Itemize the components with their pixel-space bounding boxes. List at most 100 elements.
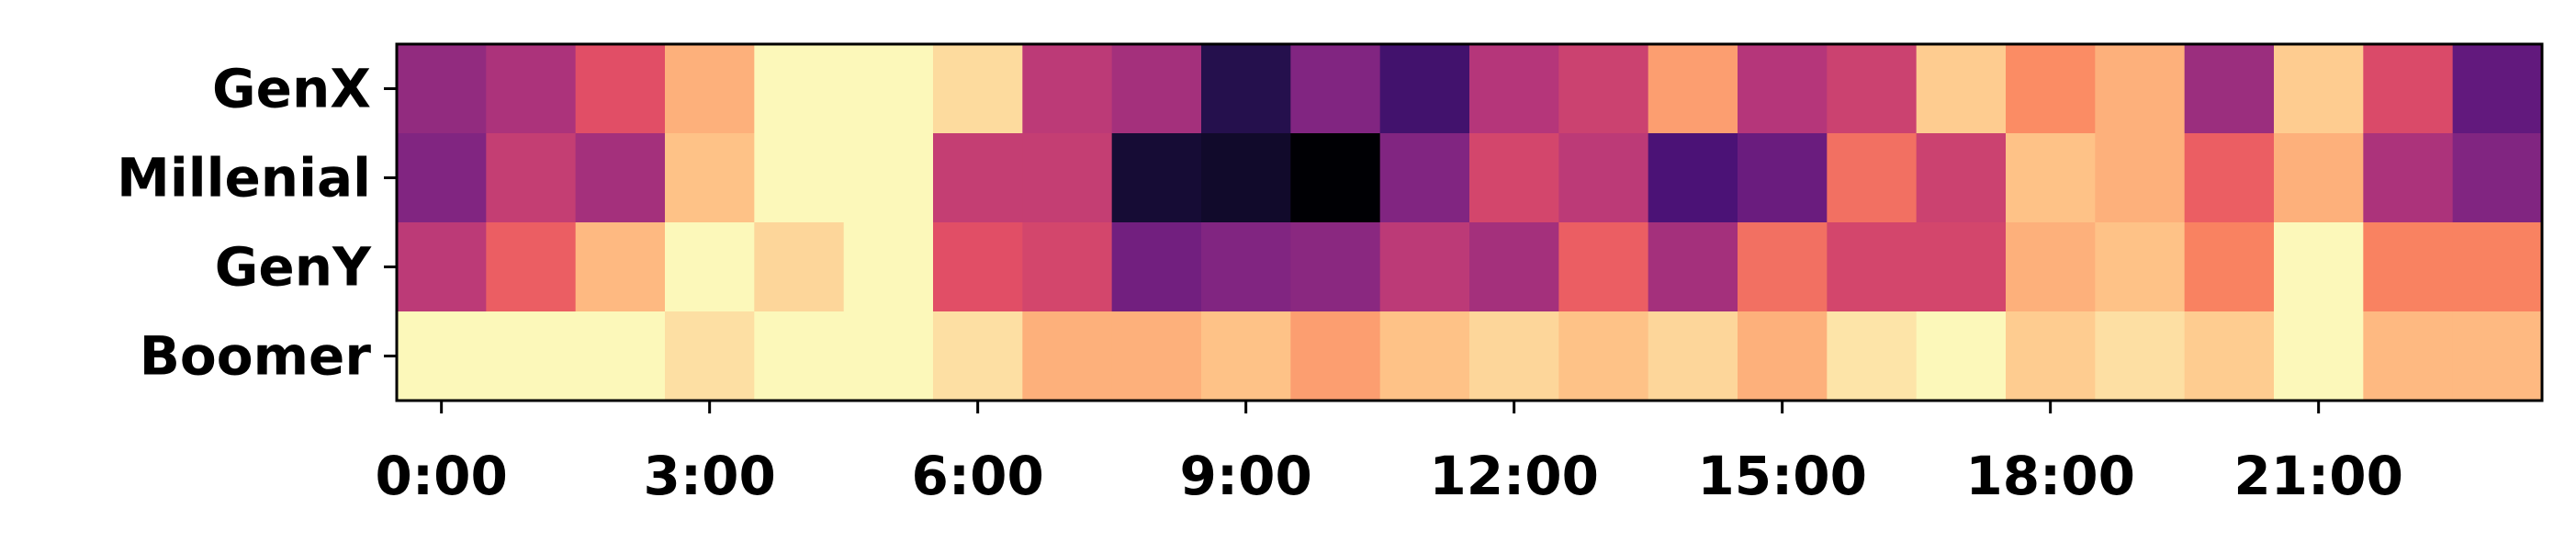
heatmap-cell xyxy=(1738,44,1828,134)
heatmap-cell xyxy=(754,222,845,312)
heatmap-cell xyxy=(1648,222,1738,312)
heatmap-cell xyxy=(1022,222,1113,312)
heatmap-cell xyxy=(2095,133,2186,223)
heatmap-cell xyxy=(1738,311,1828,401)
heatmap-cell xyxy=(1379,44,1470,134)
heatmap-cell xyxy=(1558,222,1649,312)
x-tick-label: 9:00 xyxy=(1180,445,1312,507)
heatmap-cell xyxy=(754,133,845,223)
heatmap-cell xyxy=(1648,44,1738,134)
heatmap-cell xyxy=(2006,311,2096,401)
heatmap-cell xyxy=(2184,222,2275,312)
heatmap-cell xyxy=(397,44,487,134)
heatmap-cell xyxy=(1469,311,1559,401)
heatmap-cell xyxy=(575,311,666,401)
heatmap-cell xyxy=(1290,133,1381,223)
heatmap-cell xyxy=(575,133,666,223)
x-tick-label: 15:00 xyxy=(1697,445,1867,507)
x-tick-label: 3:00 xyxy=(644,445,776,507)
x-tick-label: 0:00 xyxy=(376,445,508,507)
heatmap-cell xyxy=(1111,311,1202,401)
heatmap-cell xyxy=(1022,44,1113,134)
heatmap-cell xyxy=(843,311,934,401)
heatmap-cell xyxy=(1469,44,1559,134)
heatmap-cell xyxy=(1738,133,1828,223)
heatmap-cell xyxy=(1201,311,1291,401)
heatmap-cell xyxy=(1827,44,1918,134)
heatmap-cell xyxy=(1648,311,1738,401)
heatmap-cell xyxy=(397,133,487,223)
heatmap-cell xyxy=(2452,133,2543,223)
heatmap-cell xyxy=(1558,44,1649,134)
heatmap-cell xyxy=(1916,44,2007,134)
heatmap-cell xyxy=(665,311,755,401)
heatmap-cell xyxy=(2363,44,2454,134)
heatmap-cell xyxy=(1827,133,1918,223)
heatmap-cell xyxy=(486,222,577,312)
heatmap-cell xyxy=(486,311,577,401)
heatmap-cell xyxy=(2452,44,2543,134)
y-tick-label: GenX xyxy=(212,58,371,120)
heatmap-cell xyxy=(2452,311,2543,401)
heatmap-cell xyxy=(1111,133,1202,223)
y-axis: GenX Millenial GenY Boomer xyxy=(117,58,397,388)
heatmap-cell xyxy=(843,44,934,134)
heatmap-cell xyxy=(1379,222,1470,312)
heatmap-cell xyxy=(1379,311,1470,401)
heatmap-cell xyxy=(2363,311,2454,401)
heatmap-cell xyxy=(1290,311,1381,401)
heatmap-cell xyxy=(575,44,666,134)
heatmap-cell xyxy=(2006,222,2096,312)
heatmap-cell xyxy=(575,222,666,312)
x-tick-label: 12:00 xyxy=(1429,445,1599,507)
heatmap-cell xyxy=(1738,222,1828,312)
heatmap-cell xyxy=(754,311,845,401)
heatmap-cell xyxy=(843,133,934,223)
heatmap-cell xyxy=(933,44,1023,134)
heatmap-cell xyxy=(1022,311,1113,401)
heatmap-cell xyxy=(665,44,755,134)
plot-frame xyxy=(395,42,2544,402)
heatmap-cell xyxy=(843,222,934,312)
heatmap-cell xyxy=(1290,222,1381,312)
heatmap-cell xyxy=(1916,222,2007,312)
heatmap-cell xyxy=(1111,44,1202,134)
heatmap-cell xyxy=(397,311,487,401)
heatmap-cell xyxy=(754,44,845,134)
heatmap-cell xyxy=(2006,133,2096,223)
heatmap-cell xyxy=(1469,133,1559,223)
y-tick-label: Millenial xyxy=(117,147,371,209)
heatmap-cell xyxy=(1379,133,1470,223)
heatmap-cell xyxy=(486,44,577,134)
heatmap-cell xyxy=(1558,133,1649,223)
heatmap-cell xyxy=(2452,222,2543,312)
heatmap-cell xyxy=(2274,133,2364,223)
x-tick-label: 21:00 xyxy=(2233,445,2403,507)
heatmap-cell xyxy=(1827,222,1918,312)
heatmap-cell xyxy=(933,222,1023,312)
heatmap-cell xyxy=(2184,44,2275,134)
heatmap-cell xyxy=(665,133,755,223)
heatmap-cell xyxy=(1648,133,1738,223)
heatmap-cell xyxy=(665,222,755,312)
x-tick-label: 18:00 xyxy=(1965,445,2135,507)
heatmap-cell xyxy=(1201,133,1291,223)
heatmap-cell xyxy=(1916,133,2007,223)
heatmap-cell xyxy=(486,133,577,223)
heatmap-cell xyxy=(1558,311,1649,401)
heatmap-cells xyxy=(397,44,2543,401)
heatmap-cell xyxy=(933,311,1023,401)
heatmap-cell xyxy=(2095,222,2186,312)
heatmap-cell xyxy=(1827,311,1918,401)
heatmap-cell xyxy=(2363,222,2454,312)
heatmap-cell xyxy=(2274,44,2364,134)
heatmap-cell xyxy=(2274,222,2364,312)
heatmap-cell xyxy=(933,133,1023,223)
heatmap-cell xyxy=(2363,133,2454,223)
heatmap-cell xyxy=(1201,222,1291,312)
heatmap-cell xyxy=(2095,311,2186,401)
heatmap-cell xyxy=(1469,222,1559,312)
heatmap-cell xyxy=(1111,222,1202,312)
heatmap-cell xyxy=(2274,311,2364,401)
